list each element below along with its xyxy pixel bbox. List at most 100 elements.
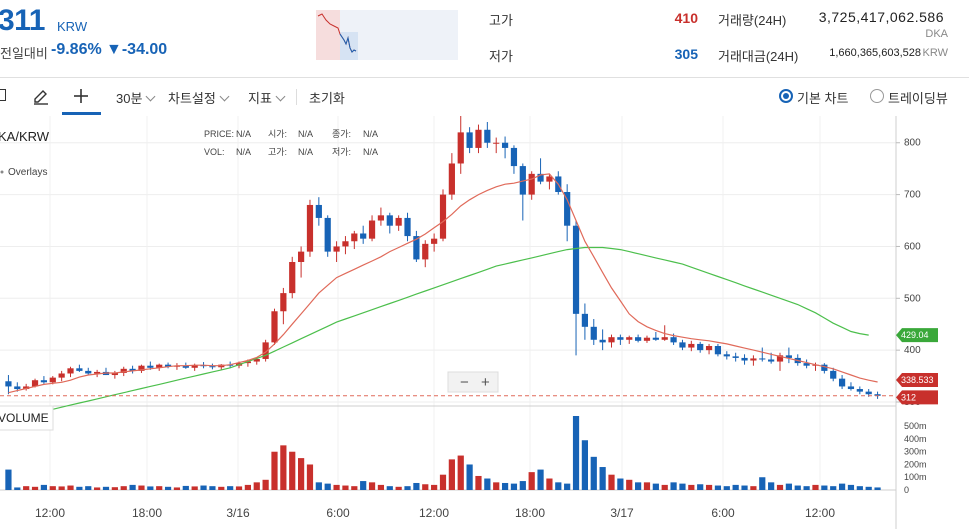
volume-bar xyxy=(457,455,464,490)
candle-body xyxy=(865,391,872,395)
volume-bar xyxy=(111,487,118,490)
current-price: 311 xyxy=(0,4,45,37)
x-tick-label: 12:00 xyxy=(35,506,65,520)
volume-bar xyxy=(732,484,739,490)
x-tick-label: 6:00 xyxy=(326,506,350,520)
tradingview-label[interactable]: 트레이딩뷰 xyxy=(888,91,948,106)
volume-bar xyxy=(838,483,846,490)
ma-long-line xyxy=(8,246,869,421)
volume-bar xyxy=(643,482,651,490)
zoom-in-button[interactable]: + xyxy=(481,374,490,391)
candle-body xyxy=(759,358,766,360)
volume-bar xyxy=(315,482,322,490)
volume-tick-label: 300m xyxy=(904,447,927,457)
x-tick-label: 12:00 xyxy=(419,506,449,520)
volume-bar xyxy=(67,485,74,490)
candle-body xyxy=(351,233,358,242)
y-tick-label: 800 xyxy=(904,138,921,149)
candle-body xyxy=(360,233,367,239)
candle-body xyxy=(49,377,56,383)
volume-24h-value: 3,725,417,062.586 xyxy=(818,9,944,25)
basic-chart-radio[interactable] xyxy=(779,89,793,103)
basic-chart-label[interactable]: 기본 차트 xyxy=(797,91,849,106)
overlays-label: Overlays xyxy=(8,167,47,178)
volume-bar xyxy=(342,485,349,490)
volume-title-box xyxy=(0,405,54,431)
axis-price-tags: 429.04 338.533 312 xyxy=(896,328,938,405)
ma-short-tag-bg xyxy=(896,372,938,387)
candle-body xyxy=(191,365,198,368)
chart-settings-dropdown[interactable]: 차트설정 xyxy=(168,88,230,107)
toolbar-divider xyxy=(296,89,297,105)
volume-bar xyxy=(466,464,473,490)
volume-24h-unit: DKA xyxy=(925,28,948,40)
volume-bar xyxy=(768,482,775,490)
indicators-dropdown[interactable]: 지표 xyxy=(248,88,286,107)
volume-bar xyxy=(218,486,225,490)
volume-bar xyxy=(5,469,12,490)
volume-bar xyxy=(85,486,92,490)
candle-body xyxy=(377,215,385,221)
expand-icon[interactable] xyxy=(0,89,6,101)
candle-body xyxy=(244,361,251,364)
candle-body xyxy=(439,194,447,239)
candle-body xyxy=(14,386,21,390)
candle-body xyxy=(209,366,216,368)
amount-24h-label: 거래대금(24H) xyxy=(718,49,799,64)
candle-body xyxy=(156,364,163,368)
y-tick-label: 600 xyxy=(904,241,921,252)
price-chart[interactable]: 800700600500400300 500m400m300m200m100m0… xyxy=(0,116,969,529)
volume-bar xyxy=(830,486,837,490)
x-tick-label: 18:00 xyxy=(515,506,545,520)
volume-bar xyxy=(847,484,855,490)
info-vol-label: VOL: xyxy=(204,147,225,157)
zoom-out-button[interactable]: − xyxy=(460,374,469,391)
volume-bar xyxy=(76,486,83,490)
chart-settings-label: 차트설정 xyxy=(168,91,216,106)
volume-bar xyxy=(120,486,127,490)
chevron-down-icon xyxy=(219,91,230,102)
indicators-label: 지표 xyxy=(248,91,272,106)
volume-bar xyxy=(670,482,677,490)
candle-body xyxy=(85,370,92,374)
y-tick-label: 400 xyxy=(904,345,921,356)
candle-body xyxy=(501,142,509,148)
zoom-bg xyxy=(447,371,499,393)
info-price-label: PRICE: xyxy=(204,129,234,139)
volume-bar xyxy=(697,484,704,490)
overlays-dot-icon[interactable] xyxy=(0,170,4,174)
interval-dropdown[interactable]: 30분 xyxy=(116,88,156,107)
pencil-icon[interactable] xyxy=(32,88,50,106)
candle-body xyxy=(617,337,624,340)
x-tick-label: 18:00 xyxy=(132,506,162,520)
ticker-header: 311 KRW 전일대비 -9.86% ▼-34.00 고가 410 저가 30… xyxy=(0,0,969,76)
volume-bar xyxy=(164,486,172,490)
volume-bar xyxy=(368,482,376,490)
candle-body xyxy=(475,129,482,148)
info-vol-value: N/A xyxy=(236,147,251,157)
reset-button[interactable]: 초기화 xyxy=(309,91,345,106)
candle-body xyxy=(688,343,695,348)
candle-body xyxy=(608,337,615,343)
volume-bar xyxy=(546,478,553,490)
change-label: 전일대비 xyxy=(0,46,48,61)
crosshair-tool[interactable] xyxy=(62,78,101,115)
spark-down-zone xyxy=(340,32,358,60)
candle-body xyxy=(838,378,846,387)
candle-body xyxy=(785,355,792,358)
volume-bar xyxy=(209,486,216,490)
ma-short-tag: 338.533 xyxy=(901,375,934,385)
candle-body xyxy=(714,346,722,355)
candle-body xyxy=(324,217,331,252)
time-axis: 12:00 18:00 3/16 6:00 12:00 18:00 3/17 6:00 12:0… xyxy=(35,506,835,520)
x-tick-label: 3/17 xyxy=(610,506,634,520)
volume-bar xyxy=(147,486,154,490)
ma-long-tag: 429.04 xyxy=(901,330,929,340)
volume-bar xyxy=(102,486,110,490)
candle-body xyxy=(289,262,296,294)
tradingview-radio[interactable] xyxy=(870,89,884,103)
volume-bar xyxy=(377,484,385,490)
volume-bar xyxy=(431,484,438,490)
y-tick-label: 700 xyxy=(904,190,921,201)
candle-body xyxy=(750,358,757,361)
